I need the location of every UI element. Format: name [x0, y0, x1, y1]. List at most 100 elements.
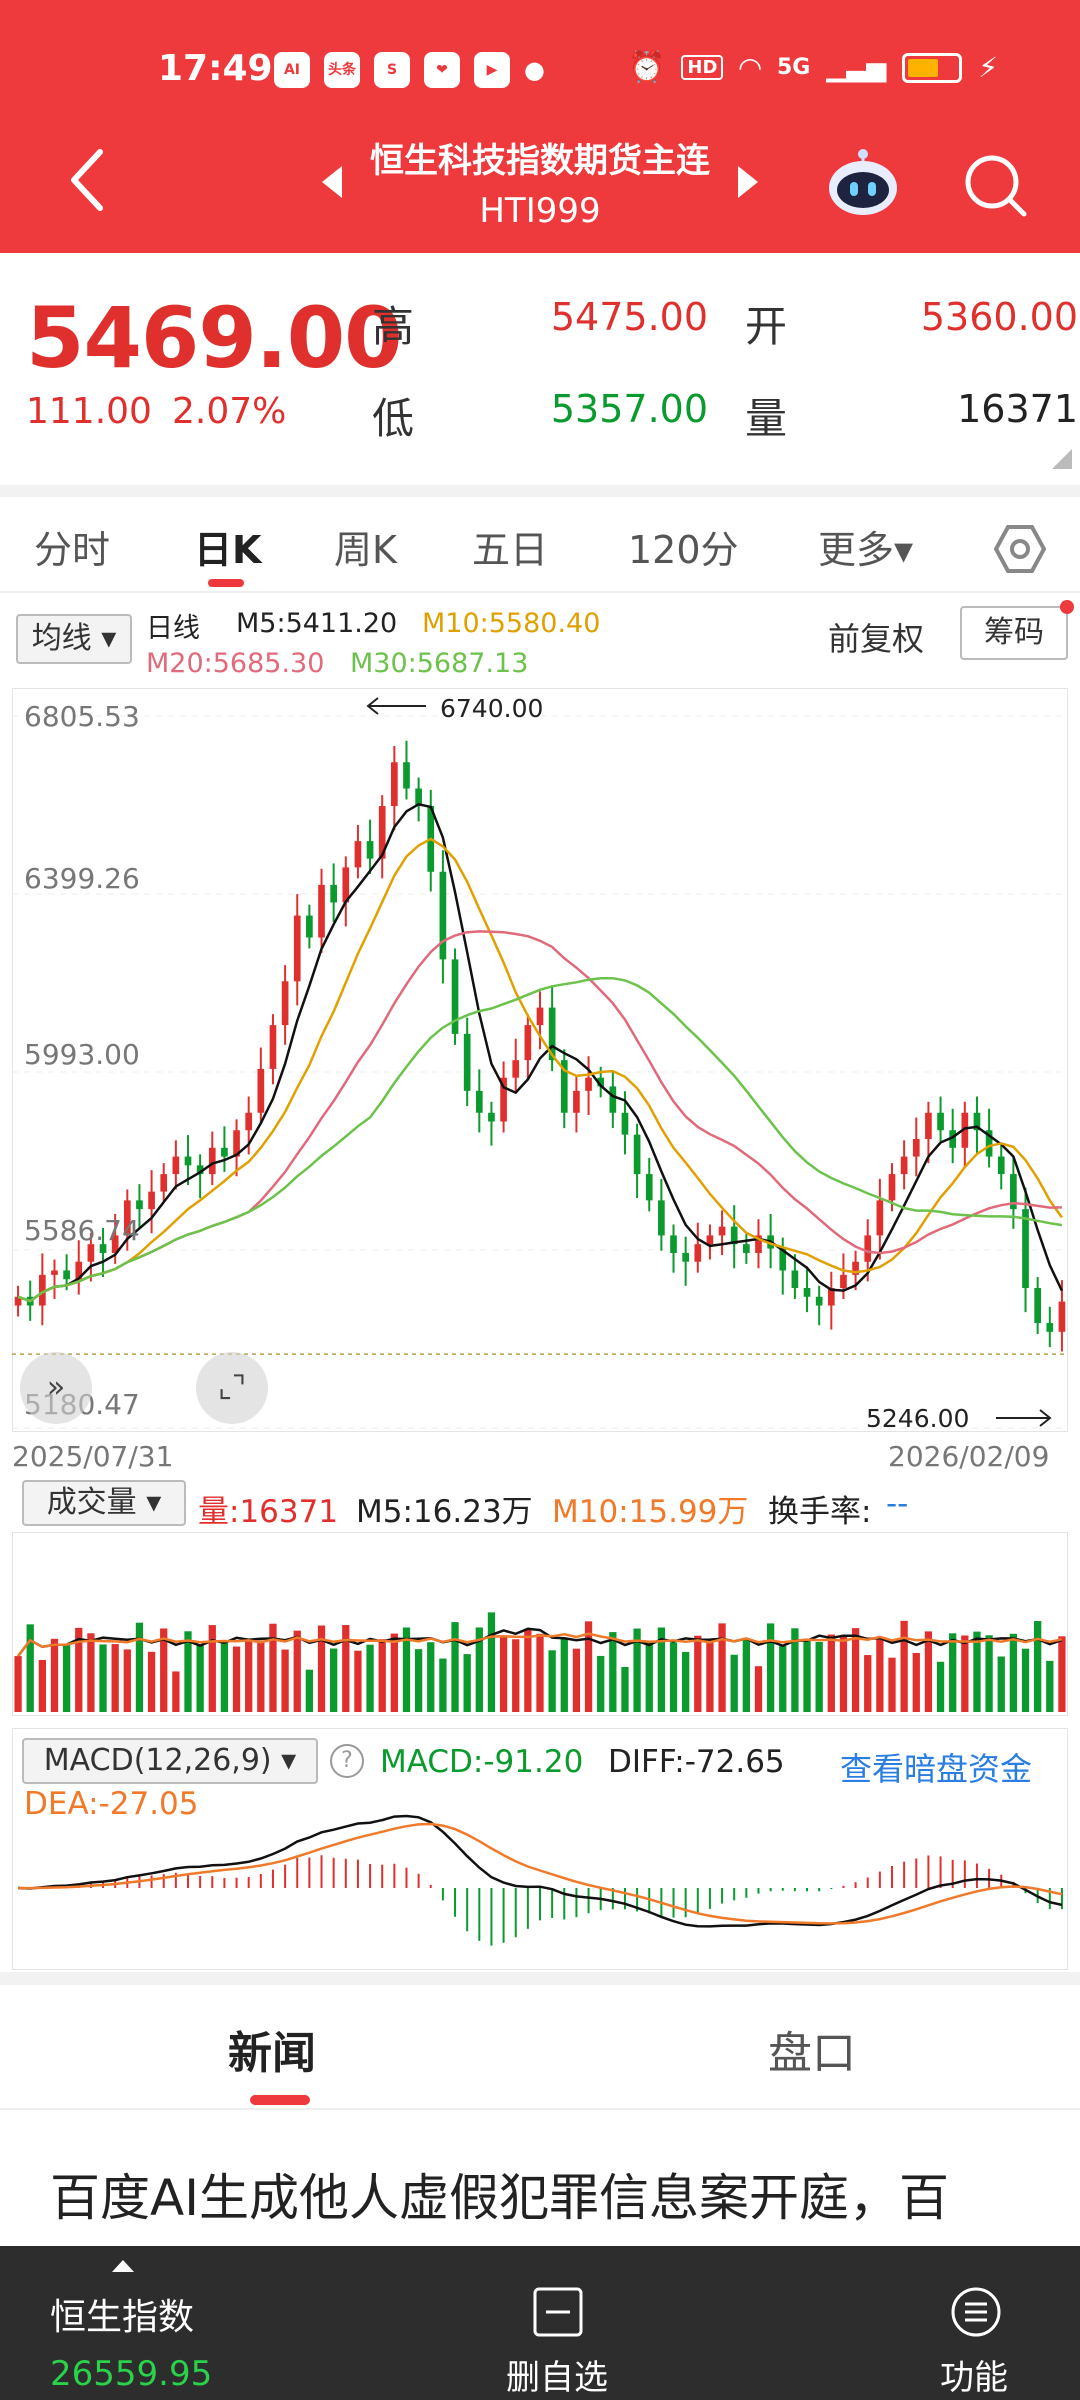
- remove-watchlist-label[interactable]: 删自选: [506, 2358, 608, 2398]
- volume-bar: [742, 1638, 750, 1712]
- volume-bar: [730, 1654, 738, 1712]
- kline-chart[interactable]: [12, 688, 1068, 1432]
- volume-bar: [718, 1623, 726, 1712]
- candle-body: [961, 1112, 969, 1148]
- low-value: 5357.00: [550, 387, 708, 431]
- menu-icon[interactable]: [950, 2286, 1002, 2338]
- tab-order-book[interactable]: 盘口: [768, 2028, 856, 2079]
- macd-chart[interactable]: [12, 1728, 1068, 1970]
- tab-120min[interactable]: 120分: [628, 528, 739, 572]
- dot-icon: ●: [524, 56, 545, 84]
- volume-bar: [378, 1639, 386, 1712]
- macd-indicator-button[interactable]: MACD(12,26,9) ▾: [22, 1738, 318, 1784]
- candle-body: [743, 1244, 750, 1253]
- function-label[interactable]: 功能: [940, 2358, 1008, 2398]
- header-bar: 17:49 AI 头条 S ❤ ▶ ● ⏰ HD ◠ 5G ▁▃▅ ⚡ 恒生科技…: [0, 0, 1080, 253]
- candle-body: [706, 1235, 714, 1245]
- volume-bar: [572, 1648, 581, 1712]
- divider: [0, 1972, 1080, 1986]
- candle-body: [585, 1077, 592, 1091]
- volume-bar: [754, 1666, 763, 1712]
- volume-bar: [245, 1640, 253, 1712]
- news-tabs: 新闻 盘口: [0, 1985, 1080, 2110]
- status-right: ⏰ HD ◠ 5G ▁▃▅ ⚡: [628, 50, 998, 85]
- back-button[interactable]: [62, 140, 112, 220]
- volume-bar: [839, 1634, 848, 1712]
- candle-body: [488, 1112, 495, 1122]
- candle-body: [779, 1248, 787, 1271]
- volume-bar: [75, 1627, 83, 1712]
- bottom-bar: 恒生指数 26559.95 删自选 功能: [0, 2246, 1080, 2400]
- volume-bar: [451, 1622, 459, 1712]
- volume-bar: [135, 1622, 144, 1712]
- volume-value: 16371: [957, 387, 1078, 431]
- robot-assistant-icon[interactable]: [824, 146, 902, 218]
- volume-bar: [147, 1651, 156, 1712]
- contract-title: 恒生科技指数期货主连 HTI999: [340, 136, 740, 236]
- tab-weekly-k[interactable]: 周K: [334, 528, 397, 572]
- volume-bar: [560, 1638, 568, 1712]
- candle-body: [123, 1200, 131, 1236]
- caret-up-icon[interactable]: [110, 2258, 136, 2274]
- remove-watchlist-icon[interactable]: [532, 2286, 584, 2338]
- index-name[interactable]: 恒生指数: [50, 2297, 195, 2338]
- diff-value: DIFF:-72.65: [608, 1744, 785, 1780]
- tab-more[interactable]: 更多▾: [818, 528, 914, 572]
- volume-bar: [900, 1620, 908, 1712]
- candle-body: [451, 959, 459, 1034]
- candle-body: [306, 915, 313, 938]
- volume-current: 量:16371: [198, 1494, 339, 1530]
- volume-bar: [62, 1643, 71, 1712]
- volume-bar: [949, 1633, 957, 1712]
- volume-bar: [305, 1669, 314, 1712]
- expand-corner-icon[interactable]: [1052, 449, 1072, 469]
- prev-contract-icon[interactable]: [318, 164, 344, 200]
- adjust-label[interactable]: 前复权: [828, 620, 925, 658]
- candle-body: [233, 1130, 240, 1157]
- expand-sidebar-button[interactable]: »: [20, 1352, 92, 1424]
- volume-m5: M5:16.23万: [356, 1494, 533, 1530]
- next-contract-icon[interactable]: [736, 164, 762, 200]
- ma5-value: M5:5411.20: [236, 608, 398, 639]
- active-tab-indicator: [208, 579, 244, 587]
- news-headline[interactable]: 百度AI生成他人虚假犯罪信息案开庭，百: [50, 2169, 949, 2227]
- dark-pool-link[interactable]: 查看暗盘资金: [840, 1750, 1033, 1788]
- status-time: 17:49: [158, 48, 273, 89]
- chip-button[interactable]: 筹码: [960, 606, 1068, 660]
- ma10-value: M10:5580.40: [422, 608, 601, 639]
- settings-hexagon-icon[interactable]: [994, 523, 1046, 575]
- volume-bar: [888, 1657, 896, 1712]
- candle-body: [900, 1156, 908, 1175]
- candle-body: [75, 1261, 83, 1280]
- tab-daily-k[interactable]: 日K: [194, 528, 262, 572]
- volume-bar: [851, 1628, 860, 1712]
- tab-five-day[interactable]: 五日: [472, 528, 549, 572]
- tab-news[interactable]: 新闻: [228, 2028, 316, 2079]
- candle-body: [682, 1252, 689, 1262]
- volume-chart[interactable]: [12, 1532, 1068, 1716]
- volume-bar: [281, 1649, 289, 1712]
- volume-bar: [111, 1644, 119, 1712]
- contract-name: 恒生科技指数期货主连: [370, 141, 710, 181]
- candle-body: [14, 1296, 22, 1306]
- volume-bar: [220, 1641, 229, 1712]
- candle-body: [439, 871, 447, 960]
- volume-bar: [99, 1644, 107, 1712]
- volume-bar: [366, 1644, 374, 1712]
- low-annotation: 5246.00: [866, 1404, 970, 1433]
- tab-timeshare[interactable]: 分时: [34, 528, 111, 572]
- search-icon[interactable]: [962, 152, 1028, 218]
- candle-body: [573, 1090, 580, 1113]
- volume-indicator-button[interactable]: 成交量 ▾: [22, 1480, 186, 1526]
- volume-bar: [330, 1648, 338, 1712]
- candle-body: [912, 1139, 920, 1157]
- help-icon[interactable]: ?: [330, 1744, 364, 1778]
- high-label: 高: [372, 302, 415, 351]
- charging-icon: ⚡: [978, 51, 998, 84]
- ma-selector-button[interactable]: 均线 ▾: [16, 614, 132, 664]
- volume-bar: [414, 1649, 423, 1712]
- fullscreen-button[interactable]: ⌞⌝: [196, 1352, 268, 1424]
- volume-bar: [766, 1623, 775, 1712]
- divider: [0, 485, 1080, 497]
- candle-body: [39, 1274, 46, 1306]
